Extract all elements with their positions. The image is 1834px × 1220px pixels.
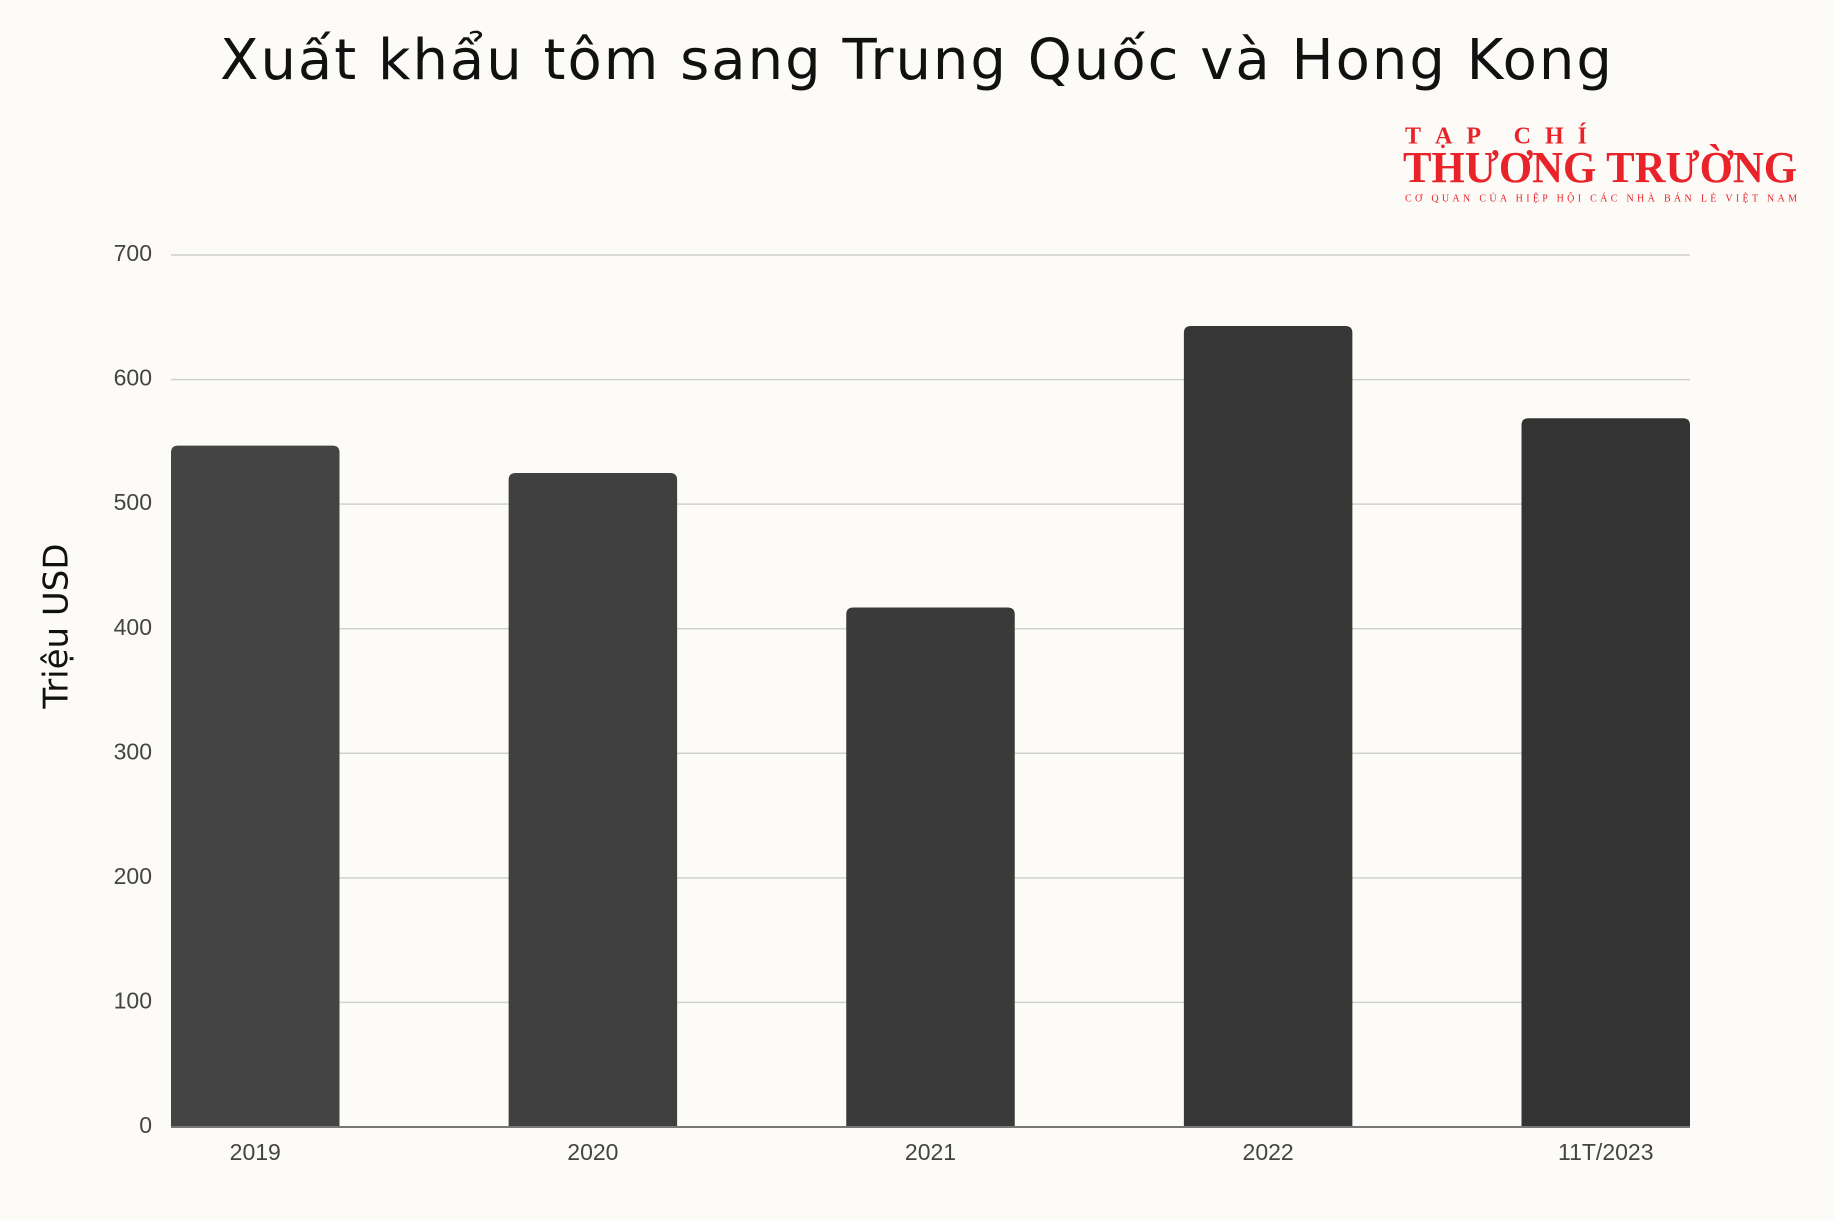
- y-tick-label: 300: [114, 738, 152, 764]
- logo-tagline: CƠ QUAN CỦA HIỆP HỘI CÁC NHÀ BÁN LẺ VIỆT…: [1405, 192, 1797, 204]
- bar: [1521, 418, 1690, 1127]
- y-tick-label: 100: [114, 988, 152, 1014]
- y-tick-label: 700: [114, 240, 152, 266]
- chart-title: Xuất khẩu tôm sang Trung Quốc và Hong Ko…: [220, 28, 1614, 93]
- bar: [1183, 326, 1353, 1127]
- x-tick-label: 2022: [1243, 1139, 1294, 1165]
- x-tick-label: 2019: [230, 1139, 281, 1165]
- y-tick-label: 400: [114, 614, 152, 640]
- bar: [171, 445, 340, 1127]
- y-tick-label: 200: [114, 863, 152, 889]
- x-tick-label: 2020: [567, 1139, 618, 1165]
- logo-top: TẠP CHÍ: [1405, 124, 1601, 150]
- bar: [846, 607, 1015, 1127]
- y-tick-label: 500: [114, 489, 152, 515]
- x-tick-label: 2021: [905, 1139, 956, 1165]
- y-tick-label: 600: [114, 365, 152, 391]
- y-axis-label: Triệu USD: [37, 543, 77, 709]
- bar: [508, 473, 678, 1127]
- logo-name: THƯƠNG TRƯỜNG: [1403, 143, 1797, 192]
- y-tick-label: 0: [139, 1112, 152, 1138]
- x-tick-label: 11T/2023: [1558, 1139, 1653, 1165]
